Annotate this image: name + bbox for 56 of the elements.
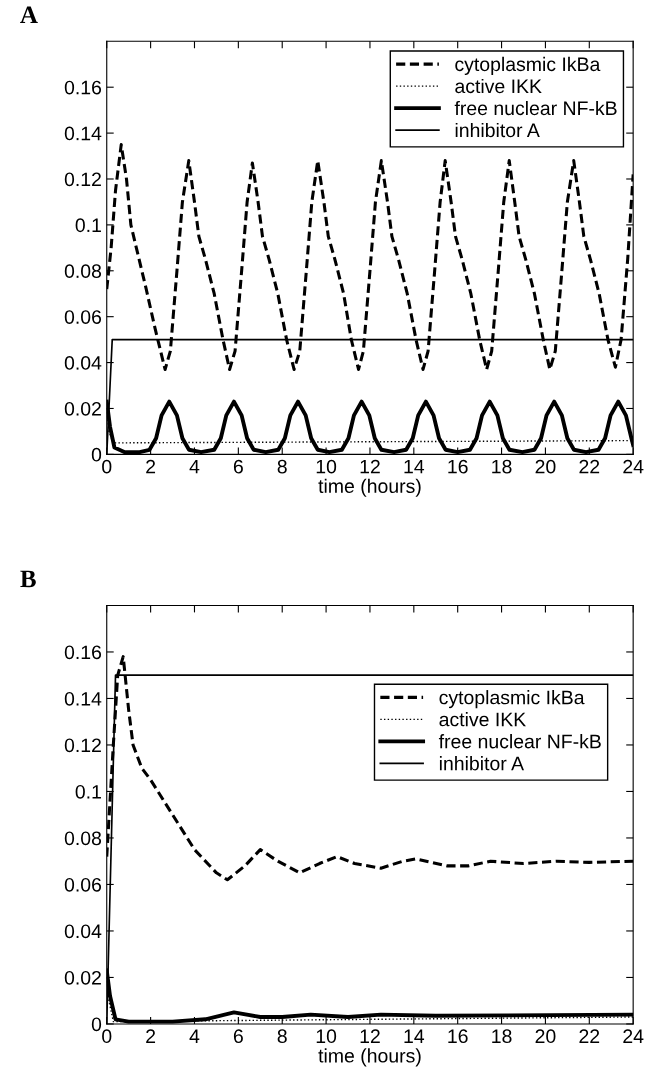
x-tick-label: 16 — [448, 459, 468, 474]
chart-title: A — [20, 6, 38, 23]
x-tick-label: 4 — [189, 1029, 200, 1043]
legend-label: inhibitor A — [455, 122, 540, 138]
legend-label: inhibitor A — [439, 756, 525, 771]
x-tick-label: 20 — [535, 1029, 556, 1044]
y-tick-label: 0 — [91, 447, 102, 462]
legend-label: active IKK — [455, 78, 542, 94]
y-tick-label: 0.1 — [75, 784, 101, 799]
y-tick-label: 0.14 — [64, 126, 102, 141]
x-tick-label: 18 — [492, 1029, 512, 1044]
legend-label: cytoplasmic IkBa — [455, 56, 601, 75]
x-tick-label: 20 — [535, 459, 556, 474]
y-tick-label: 0.04 — [64, 924, 102, 939]
y-tick-label: 0.02 — [64, 970, 101, 985]
x-tick-label: 2 — [146, 1029, 156, 1043]
y-tick-label: 0.02 — [64, 401, 101, 416]
x-tick-label: 8 — [277, 1029, 287, 1044]
x-tick-label: 0 — [102, 1029, 112, 1044]
x-axis-title: time (hours) — [318, 1048, 421, 1067]
y-tick-label: 0.1 — [75, 218, 101, 233]
x-tick-label: 24 — [623, 1029, 644, 1043]
y-tick-label: 0.14 — [64, 691, 102, 706]
y-tick-label: 0.12 — [64, 738, 101, 753]
y-tick-label: 0 — [91, 1017, 102, 1032]
x-tick-label: 10 — [316, 459, 337, 474]
x-tick-label: 12 — [360, 459, 380, 474]
x-tick-label: 6 — [233, 1029, 243, 1044]
legend-label: free nuclear NF-kB — [454, 100, 617, 116]
y-tick-label: 0.08 — [64, 831, 102, 846]
legend-label: cytoplasmic IkBa — [439, 690, 585, 709]
x-tick-label: 22 — [579, 459, 600, 474]
y-tick-label: 0.08 — [64, 264, 102, 279]
y-tick-label: 0.16 — [64, 80, 102, 95]
x-axis-title: time (hours) — [318, 478, 421, 497]
x-tick-label: 8 — [277, 459, 287, 474]
x-tick-label: 4 — [189, 459, 200, 474]
x-tick-label: 18 — [492, 459, 512, 474]
y-tick-label: 0.16 — [64, 645, 102, 660]
x-tick-label: 22 — [579, 1029, 600, 1043]
y-tick-label: 0.06 — [64, 877, 102, 892]
x-tick-label: 6 — [233, 459, 243, 474]
x-tick-label: 16 — [448, 1029, 468, 1044]
x-tick-label: 2 — [146, 459, 156, 474]
x-tick-label: 12 — [360, 1029, 380, 1043]
x-tick-label: 14 — [404, 459, 425, 474]
y-tick-label: 0.12 — [64, 172, 101, 187]
x-tick-label: 14 — [404, 1029, 425, 1043]
x-tick-label: 0 — [102, 459, 112, 474]
legend-label: free nuclear NF-kB — [438, 734, 601, 749]
y-tick-label: 0.06 — [64, 310, 102, 324]
legend-label: active IKK — [439, 712, 526, 727]
y-tick-label: 0.04 — [64, 356, 102, 370]
chart-title: B — [20, 570, 36, 588]
x-tick-label: 24 — [623, 459, 644, 474]
x-tick-label: 10 — [316, 1029, 337, 1044]
